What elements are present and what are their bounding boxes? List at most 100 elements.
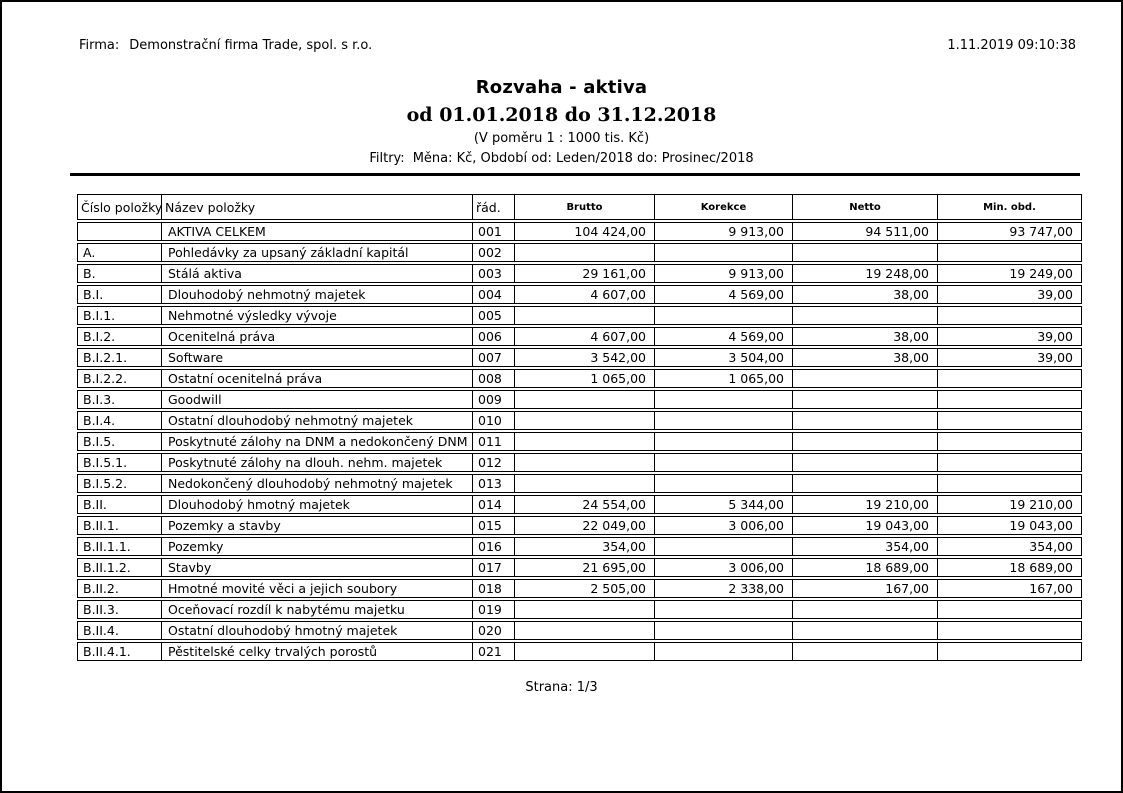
item-number-cell: B.II.1. xyxy=(77,516,161,535)
table-row: A. Pohledávky za upsaný základní kapitál 0… xyxy=(77,243,1082,262)
table-row: B.II.2. Hmotné movité věci a jejich soubo… xyxy=(77,579,1082,598)
item-name-cell: Ostatní dlouhodobý nehmotný majetek xyxy=(161,411,472,430)
min-obd-cell xyxy=(937,306,1082,325)
min-obd-cell xyxy=(937,600,1082,619)
netto-cell: 38,00 xyxy=(792,348,937,367)
table-row: B.I.1. Nehmotné výsledky vývoje 005 xyxy=(77,306,1082,325)
korekce-cell xyxy=(654,474,792,493)
item-name-cell: Goodwill xyxy=(161,390,472,409)
item-name-cell: Nedokončený dlouhodobý nehmotný majetek xyxy=(161,474,472,493)
min-obd-cell: 39,00 xyxy=(937,285,1082,304)
table-row: B.II.1.1. Pozemky 016 354,00 354,00 354,00 xyxy=(77,537,1082,556)
line-number-cell: 012 xyxy=(472,453,514,472)
min-obd-cell xyxy=(937,621,1082,640)
header-netto: Netto xyxy=(792,194,937,220)
line-number-cell: 003 xyxy=(472,264,514,283)
brutto-cell: 21 695,00 xyxy=(514,558,654,577)
table-row: B. Stálá aktiva 003 29 161,00 9 913,00 19 248… xyxy=(77,264,1082,283)
balance-sheet-table: Číslo položky Název položky řád. Brutto … xyxy=(77,192,1082,663)
item-name-cell: Software xyxy=(161,348,472,367)
min-obd-cell xyxy=(937,474,1082,493)
korekce-cell: 2 338,00 xyxy=(654,579,792,598)
brutto-cell: 354,00 xyxy=(514,537,654,556)
item-number-cell: B.II.4.1. xyxy=(77,642,161,661)
table-row: AKTIVA CELKEM 001 104 424,00 9 913,00 94 511… xyxy=(77,222,1082,241)
korekce-cell: 4 569,00 xyxy=(654,285,792,304)
line-number-cell: 001 xyxy=(472,222,514,241)
table-row: B.I.2.1. Software 007 3 542,00 3 504,00 38,00… xyxy=(77,348,1082,367)
line-number-cell: 008 xyxy=(472,369,514,388)
line-number-cell: 004 xyxy=(472,285,514,304)
min-obd-cell: 93 747,00 xyxy=(937,222,1082,241)
firm-label: Firma: xyxy=(79,38,120,53)
item-number-cell: B.II.1.2. xyxy=(77,558,161,577)
min-obd-cell: 18 689,00 xyxy=(937,558,1082,577)
table-row: B.I.5. Poskytnuté zálohy na DNM a nedokon… xyxy=(77,432,1082,451)
line-number-cell: 015 xyxy=(472,516,514,535)
brutto-cell: 3 542,00 xyxy=(514,348,654,367)
line-number-cell: 011 xyxy=(472,432,514,451)
item-number-cell: B.I.2.2. xyxy=(77,369,161,388)
line-number-cell: 013 xyxy=(472,474,514,493)
header-korekce: Korekce xyxy=(654,194,792,220)
table-row: B.II.1. Pozemky a stavby 015 22 049,00 3 006… xyxy=(77,516,1082,535)
item-name-cell: Pozemky xyxy=(161,537,472,556)
korekce-cell: 9 913,00 xyxy=(654,222,792,241)
min-obd-cell: 39,00 xyxy=(937,348,1082,367)
netto-cell: 19 210,00 xyxy=(792,495,937,514)
min-obd-cell: 19 249,00 xyxy=(937,264,1082,283)
korekce-cell xyxy=(654,621,792,640)
item-name-cell: Stavby xyxy=(161,558,472,577)
brutto-cell xyxy=(514,243,654,262)
item-name-cell: Pozemky a stavby xyxy=(161,516,472,535)
korekce-cell xyxy=(654,537,792,556)
korekce-cell: 5 344,00 xyxy=(654,495,792,514)
table-header: Číslo položky Název položky řád. Brutto … xyxy=(77,194,1082,220)
line-number-cell: 002 xyxy=(472,243,514,262)
item-name-cell: Dlouhodobý hmotný majetek xyxy=(161,495,472,514)
line-number-cell: 021 xyxy=(472,642,514,661)
netto-cell xyxy=(792,411,937,430)
min-obd-cell xyxy=(937,642,1082,661)
korekce-cell xyxy=(654,453,792,472)
line-number-cell: 006 xyxy=(472,327,514,346)
item-number-cell: B. xyxy=(77,264,161,283)
table-row: B.I.2. Ocenitelná práva 006 4 607,00 4 569,0… xyxy=(77,327,1082,346)
brutto-cell xyxy=(514,411,654,430)
filters-line: Filtry: Měna: Kč, Období od: Leden/2018 d… xyxy=(2,151,1121,166)
min-obd-cell: 19 210,00 xyxy=(937,495,1082,514)
netto-cell xyxy=(792,243,937,262)
item-name-cell: Dlouhodobý nehmotný majetek xyxy=(161,285,472,304)
line-number-cell: 010 xyxy=(472,411,514,430)
korekce-cell xyxy=(654,390,792,409)
line-number-cell: 020 xyxy=(472,621,514,640)
netto-cell: 94 511,00 xyxy=(792,222,937,241)
korekce-cell: 1 065,00 xyxy=(654,369,792,388)
netto-cell xyxy=(792,306,937,325)
item-number-cell: B.I.5.2. xyxy=(77,474,161,493)
korekce-cell: 3 006,00 xyxy=(654,558,792,577)
header-item-number: Číslo položky xyxy=(77,194,161,220)
korekce-cell xyxy=(654,243,792,262)
header-min-obd: Min. obd. xyxy=(937,194,1082,220)
min-obd-cell xyxy=(937,453,1082,472)
item-number-cell: B.I.5. xyxy=(77,432,161,451)
item-number-cell: B.I.3. xyxy=(77,390,161,409)
brutto-cell xyxy=(514,306,654,325)
min-obd-cell xyxy=(937,369,1082,388)
brutto-cell xyxy=(514,642,654,661)
brutto-cell xyxy=(514,600,654,619)
min-obd-cell: 354,00 xyxy=(937,537,1082,556)
item-number-cell: B.I.5.1. xyxy=(77,453,161,472)
min-obd-cell xyxy=(937,243,1082,262)
line-number-cell: 007 xyxy=(472,348,514,367)
line-number-cell: 019 xyxy=(472,600,514,619)
line-number-cell: 017 xyxy=(472,558,514,577)
netto-cell: 38,00 xyxy=(792,285,937,304)
filters-value: Měna: Kč, Období od: Leden/2018 do: Pros… xyxy=(412,151,754,166)
report-timestamp: 1.11.2019 09:10:38 xyxy=(947,38,1076,53)
header-item-name: Název položky xyxy=(161,194,472,220)
netto-cell: 354,00 xyxy=(792,537,937,556)
min-obd-cell xyxy=(937,411,1082,430)
